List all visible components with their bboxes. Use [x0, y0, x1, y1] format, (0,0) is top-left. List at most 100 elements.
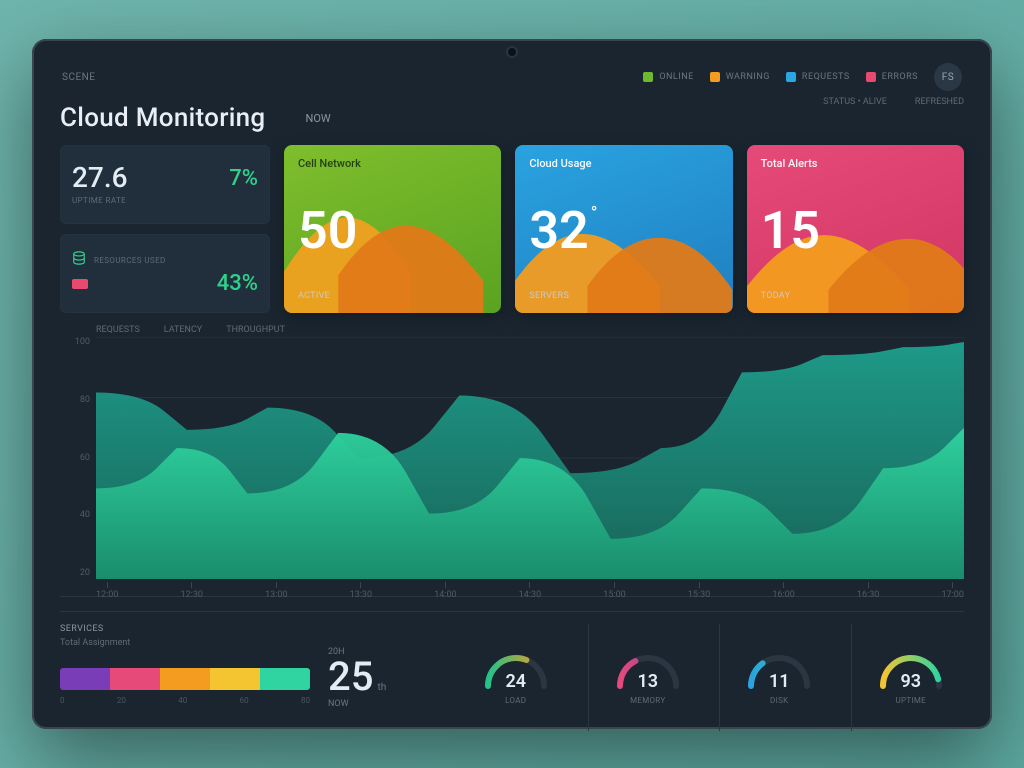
y-tick: 100 [60, 337, 90, 347]
metric-tile[interactable]: Cell Network 50 ACTIVE [284, 145, 501, 313]
main-chart[interactable]: REQUESTS LATENCY THROUGHPUT 100 80 60 40 20 12… [60, 327, 964, 597]
x-tick: 13:00 [265, 582, 287, 598]
segment [260, 668, 310, 690]
stat-primary-pct: 7% [229, 166, 258, 191]
seg-tick: 40 [178, 696, 187, 705]
tile-value: 50 [298, 205, 487, 257]
strip-big-foot: NOW [328, 699, 438, 709]
header-bar: SCENE ONLINE WARNING REQUESTS ERRORS FS [60, 61, 964, 101]
segment [160, 668, 210, 690]
tile-label: Total Alerts [761, 157, 950, 170]
legend-swatch [643, 72, 653, 82]
seg-tick: 80 [301, 696, 310, 705]
tile-value: 15 [761, 205, 950, 257]
gauge-value: 11 [769, 671, 790, 692]
gauge-label: UPTIME [895, 696, 926, 705]
stat-bar-indicator [72, 279, 88, 289]
section-label: SCENE [62, 72, 95, 83]
legend-item[interactable]: ERRORS [866, 72, 918, 82]
stat-primary-sub: UPTIME RATE [72, 196, 258, 205]
gauge[interactable]: 93 UPTIME [851, 624, 965, 731]
strip-left: SERVICES Total Assignment 0 20 40 60 80 [60, 624, 310, 731]
legend-item[interactable]: ONLINE [643, 72, 693, 82]
x-tick: 17:00 [941, 582, 963, 598]
gauge-value: 93 [900, 671, 921, 692]
stat-secondary-value: 43% [217, 271, 258, 296]
legend-item[interactable]: REQUESTS [786, 72, 850, 82]
area-chart-svg [96, 337, 964, 579]
strip-big-unit: th [377, 682, 386, 693]
seg-tick: 0 [60, 696, 65, 705]
gauge[interactable]: 13 MEMORY [588, 624, 702, 731]
header-meta-item: STATUS • ALIVE [823, 97, 887, 107]
y-tick: 80 [60, 395, 90, 405]
seg-tick: 60 [240, 696, 249, 705]
chart-series-label: LATENCY [164, 325, 202, 335]
stat-primary-value: 27.6 [72, 164, 128, 192]
x-tick: 15:00 [603, 582, 625, 598]
segment [110, 668, 160, 690]
header-meta: STATUS • ALIVE REFRESHED [823, 97, 964, 107]
chart-series-label: THROUGHPUT [226, 325, 285, 335]
segment [60, 668, 110, 690]
y-tick: 60 [60, 453, 90, 463]
strip-big-stat: 20H 25th NOW [328, 624, 438, 731]
stat-primary[interactable]: 27.6 7% UPTIME RATE [60, 145, 270, 224]
strip-subtitle: Total Assignment [60, 638, 310, 648]
tile-footer: ACTIVE [298, 291, 487, 301]
x-tick: 16:30 [857, 582, 879, 598]
page-title: Cloud Monitoring [60, 103, 265, 133]
chart-y-ticks: 100 80 60 40 20 [60, 337, 90, 578]
stat-secondary-label: RESOURCES USED [94, 256, 258, 265]
stat-column: 27.6 7% UPTIME RATE RESOURCES USED 43% [60, 145, 270, 313]
metric-tile[interactable]: Total Alerts 15 TODAY [747, 145, 964, 313]
y-tick: 20 [60, 568, 90, 578]
profile-badge[interactable]: FS [934, 63, 962, 91]
tile-label: Cell Network [298, 157, 487, 170]
gauge[interactable]: 11 DISK [719, 624, 833, 731]
top-grid: 27.6 7% UPTIME RATE RESOURCES USED 43% [60, 145, 964, 313]
chart-series-labels: REQUESTS LATENCY THROUGHPUT [96, 325, 285, 335]
gauge-label: DISK [770, 696, 788, 705]
gauge-label: LOAD [505, 696, 526, 705]
x-tick: 15:30 [688, 582, 710, 598]
y-tick: 40 [60, 510, 90, 520]
legend-swatch [710, 72, 720, 82]
x-tick: 14:30 [519, 582, 541, 598]
chart-series-label: REQUESTS [96, 325, 140, 335]
legend-label: REQUESTS [802, 72, 850, 82]
legend: ONLINE WARNING REQUESTS ERRORS FS [643, 63, 962, 91]
strip-title: SERVICES [60, 624, 310, 634]
dashboard-panel: SCENE ONLINE WARNING REQUESTS ERRORS FS Clou… [32, 39, 992, 729]
gauge-label: MEMORY [630, 696, 665, 705]
x-tick: 12:30 [181, 582, 203, 598]
tile-label: Cloud Usage [529, 157, 718, 170]
segment [210, 668, 260, 690]
tile-value: 32° [529, 205, 718, 257]
gauge-value: 24 [505, 671, 526, 692]
legend-label: ONLINE [659, 72, 693, 82]
x-tick: 14:00 [434, 582, 456, 598]
database-icon [72, 251, 86, 265]
strip-big-value: 25 [328, 653, 373, 700]
gauge[interactable]: 24 LOAD [456, 624, 570, 731]
device-camera [508, 48, 516, 56]
segmented-bar-ticks: 0 20 40 60 80 [60, 696, 310, 705]
bottom-strip: SERVICES Total Assignment 020406080 20H … [60, 611, 964, 731]
x-tick: 12:00 [96, 582, 118, 598]
gauge-value: 13 [637, 671, 658, 692]
legend-item[interactable]: WARNING [710, 72, 770, 82]
chart-x-ticks: 12:00 12:30 13:00 13:30 14:00 14:30 15:00 15:30… [96, 582, 964, 598]
seg-tick: 20 [117, 696, 126, 705]
tile-footer: SERVERS [529, 291, 718, 301]
segmented-bar[interactable] [60, 668, 310, 690]
metric-tile[interactable]: Cloud Usage 32° SERVERS [515, 145, 732, 313]
header-meta-item: REFRESHED [915, 97, 964, 107]
legend-label: WARNING [726, 72, 770, 82]
legend-label: ERRORS [882, 72, 918, 82]
tile-footer: TODAY [761, 291, 950, 301]
now-label: NOW [305, 112, 330, 125]
legend-swatch [866, 72, 876, 82]
x-tick: 13:30 [350, 582, 372, 598]
stat-secondary[interactable]: RESOURCES USED 43% [60, 234, 270, 313]
